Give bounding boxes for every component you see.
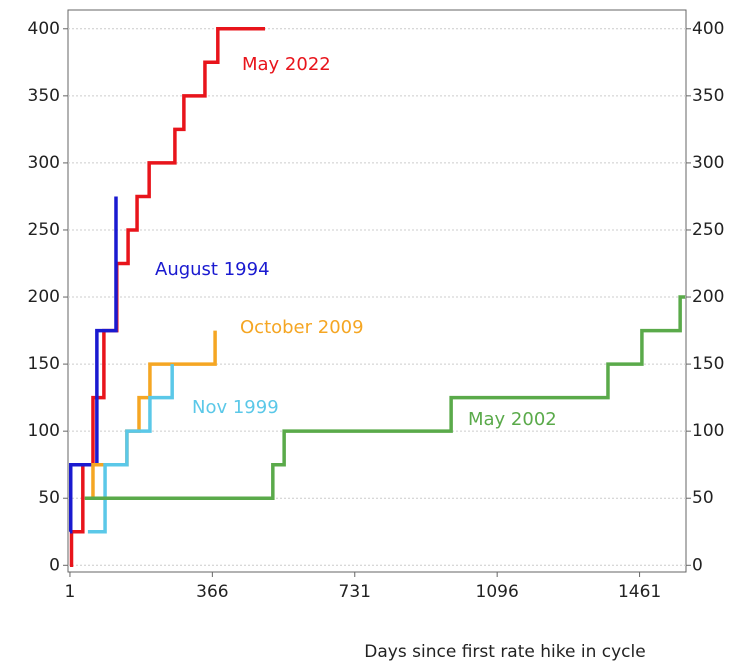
y-tick-label: 50: [38, 488, 60, 508]
y2-tick-label: 400: [692, 19, 724, 39]
y2-tick-label: 200: [692, 287, 724, 307]
series-label: May 2022: [242, 54, 331, 75]
series-label: August 1994: [155, 259, 270, 280]
y-tick-label: 400: [28, 19, 60, 39]
y2-tick-label: 150: [692, 354, 724, 374]
y-tick-label: 150: [28, 354, 60, 374]
series-label: May 2002: [468, 409, 557, 430]
plot-area: [67, 9, 687, 573]
y-tick-label: 300: [28, 153, 60, 173]
series-label: Nov 1999: [192, 397, 279, 418]
y-tick-label: 250: [28, 220, 60, 240]
x-tick-label: 366: [196, 582, 228, 602]
x-tick-label: 1096: [476, 582, 519, 602]
series-line: [84, 295, 686, 500]
y2-tick-label: 0: [692, 555, 703, 575]
y-tick-label: 100: [28, 421, 60, 441]
y-tick-label: 0: [49, 555, 60, 575]
y2-tick-label: 100: [692, 421, 724, 441]
x-tick-label: 1: [65, 582, 76, 602]
y-tick-label: 200: [28, 287, 60, 307]
x-axis-label: Days since first rate hike in cycle: [364, 642, 645, 662]
y-tick-label: 350: [28, 86, 60, 106]
x-tick-label: 731: [339, 582, 371, 602]
series-label: October 2009: [240, 317, 364, 338]
y2-tick-label: 350: [692, 86, 724, 106]
y2-tick-label: 250: [692, 220, 724, 240]
y2-tick-label: 300: [692, 153, 724, 173]
x-tick-label: 1461: [618, 582, 661, 602]
y2-tick-label: 50: [692, 488, 714, 508]
series-line: [87, 364, 174, 534]
